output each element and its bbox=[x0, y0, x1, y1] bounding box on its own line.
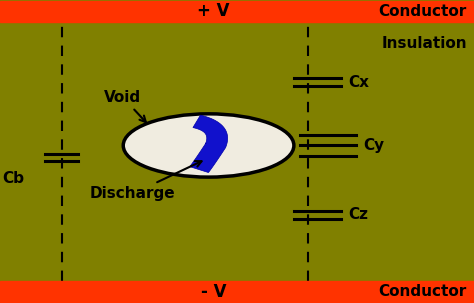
Text: Cz: Cz bbox=[348, 207, 368, 222]
Bar bbox=[0, 1, 474, 22]
Text: Conductor: Conductor bbox=[379, 284, 467, 299]
Bar bbox=[0, 281, 474, 302]
Text: + V: + V bbox=[197, 2, 229, 20]
Text: Cx: Cx bbox=[348, 75, 369, 90]
Text: Cb: Cb bbox=[2, 171, 24, 186]
Text: Discharge: Discharge bbox=[90, 161, 201, 201]
Text: Insulation: Insulation bbox=[381, 35, 467, 51]
Text: Cy: Cy bbox=[364, 138, 385, 153]
Text: Conductor: Conductor bbox=[379, 4, 467, 19]
Text: Void: Void bbox=[104, 90, 146, 122]
Polygon shape bbox=[190, 115, 228, 172]
Ellipse shape bbox=[123, 114, 294, 177]
Text: - V: - V bbox=[201, 283, 226, 301]
